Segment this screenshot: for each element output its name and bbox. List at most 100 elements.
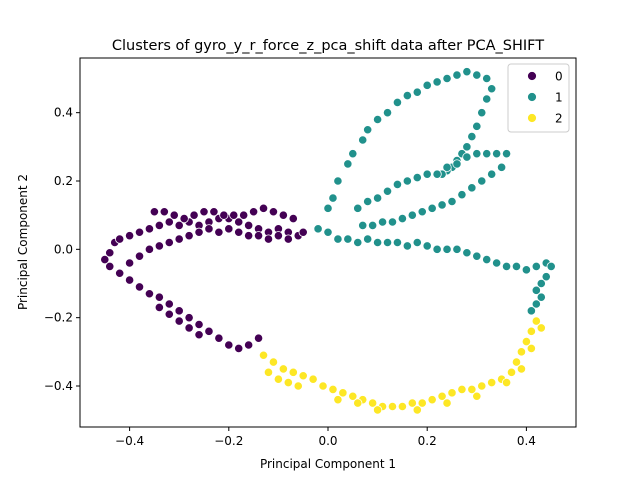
point-series-2-35 [333, 395, 343, 405]
point-series-0-43 [194, 227, 204, 237]
point-series-2-18 [437, 391, 447, 401]
point-series-1-42 [412, 87, 422, 97]
point-series-1-76 [501, 149, 512, 159]
point-series-0-9 [174, 220, 184, 231]
point-series-1-12 [432, 244, 442, 254]
point-series-2-15 [407, 398, 417, 408]
point-series-2-33 [283, 377, 293, 388]
y-tick-label: −0.4 [44, 379, 73, 393]
point-series-1-72 [462, 152, 472, 162]
point-series-1-28 [536, 292, 546, 302]
point-series-0-15 [234, 217, 244, 227]
point-series-0-37 [134, 251, 145, 261]
point-series-2-8 [338, 388, 348, 398]
point-series-2-38 [412, 405, 422, 415]
point-series-2-1 [268, 357, 279, 367]
point-series-0-44 [204, 224, 214, 234]
point-series-1-55 [462, 142, 472, 152]
point-series-1-78 [487, 169, 497, 179]
point-series-1-29 [531, 299, 541, 309]
point-series-0-40 [164, 237, 174, 248]
point-series-1-41 [402, 90, 412, 101]
legend-marker-1 [527, 92, 537, 102]
point-series-1-88 [387, 217, 398, 227]
legend-marker-2 [527, 113, 537, 123]
y-axis-ticks: −0.4 −0.2 0.0 0.2 0.4 [44, 106, 80, 393]
point-series-1-85 [417, 207, 427, 217]
series-0 [100, 203, 308, 354]
point-series-1-74 [482, 149, 492, 159]
point-series-0-48 [244, 231, 254, 241]
point-series-1-26 [536, 278, 546, 289]
point-series-2-26 [511, 357, 522, 367]
point-series-0-38 [144, 244, 155, 254]
point-series-0-66 [214, 333, 224, 343]
point-series-1-39 [382, 108, 393, 118]
point-series-0-67 [224, 340, 234, 350]
legend-box [507, 63, 570, 133]
legend-marker-0 [527, 71, 537, 81]
y-tick-label: 0.2 [54, 174, 73, 188]
series-1 [313, 67, 556, 316]
point-series-2-2 [278, 364, 288, 374]
point-series-1-61 [353, 203, 363, 213]
point-series-1-19 [501, 261, 512, 272]
point-series-0-64 [194, 319, 204, 330]
series-2 [258, 316, 546, 415]
point-series-1-53 [472, 121, 482, 131]
point-series-0-5 [134, 227, 145, 237]
point-series-0-59 [144, 289, 155, 299]
point-series-0-58 [134, 282, 145, 292]
point-series-1-18 [492, 258, 502, 268]
point-series-1-32 [328, 193, 338, 203]
point-series-0-28 [219, 210, 229, 220]
point-series-1-0 [313, 224, 323, 234]
point-series-1-25 [541, 272, 551, 282]
point-series-1-11 [422, 241, 432, 251]
point-series-1-90 [368, 220, 378, 231]
point-series-2-0 [258, 350, 269, 360]
y-tick-label: −0.2 [44, 311, 73, 325]
point-series-0-70 [253, 333, 264, 343]
point-series-2-13 [387, 401, 398, 412]
point-series-0-72 [164, 309, 174, 319]
point-series-1-1 [323, 227, 333, 237]
point-series-2-22 [477, 381, 487, 391]
point-series-0-65 [204, 326, 214, 336]
point-series-0-71 [154, 302, 164, 313]
point-series-0-50 [263, 234, 274, 244]
point-series-0-60 [154, 292, 164, 302]
point-series-0-23 [169, 210, 179, 220]
point-series-1-83 [437, 200, 447, 210]
point-series-0-29 [229, 210, 239, 220]
point-series-1-69 [432, 169, 442, 179]
point-series-0-75 [194, 330, 204, 340]
point-series-0-16 [244, 220, 254, 231]
point-series-0-54 [298, 227, 308, 237]
x-tick-label: 0.0 [318, 434, 337, 448]
point-series-1-35 [348, 149, 358, 159]
point-series-1-73 [472, 149, 482, 159]
point-series-1-87 [397, 213, 407, 224]
x-axis-ticks: −0.4 −0.2 0.0 0.2 0.4 [115, 427, 536, 448]
point-series-0-61 [164, 299, 174, 309]
point-series-0-6 [144, 224, 155, 234]
point-series-1-16 [472, 251, 482, 261]
point-series-0-57 [125, 275, 135, 285]
point-series-1-24 [546, 261, 556, 272]
point-series-1-21 [521, 265, 532, 275]
point-series-1-43 [422, 80, 432, 90]
point-series-1-7 [382, 237, 393, 248]
point-series-1-81 [457, 190, 467, 200]
point-series-0-36 [125, 258, 135, 268]
point-series-0-31 [249, 207, 259, 217]
point-series-1-22 [531, 261, 541, 272]
point-series-1-71 [452, 159, 462, 169]
point-series-2-31 [263, 367, 274, 377]
point-series-2-4 [298, 371, 308, 381]
point-series-1-31 [323, 203, 333, 213]
point-series-0-35 [288, 213, 298, 224]
point-series-1-54 [467, 131, 477, 142]
point-series-2-28 [521, 336, 532, 347]
point-series-0-73 [174, 316, 184, 326]
